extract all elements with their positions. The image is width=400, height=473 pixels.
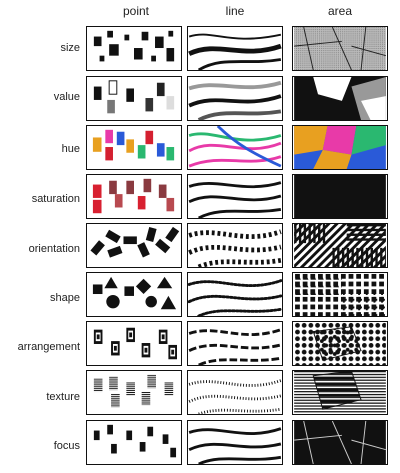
cell-point-arrangement <box>86 321 182 366</box>
cell-point-texture <box>86 370 182 415</box>
row-label-arrangement: arrangement <box>17 341 80 353</box>
cell-point-shape <box>86 272 182 317</box>
cell-area-arrangement <box>292 321 388 366</box>
cell-point-size <box>86 26 182 71</box>
cell-area-saturation <box>292 174 388 219</box>
cell-area-texture <box>292 370 388 415</box>
cell-point-saturation <box>86 174 182 219</box>
cell-area-orientation <box>292 223 388 268</box>
cell-area-size <box>292 26 388 71</box>
cell-line-hue <box>187 125 283 170</box>
cell-line-focus <box>187 420 283 465</box>
row-label-orientation: orientation <box>28 243 80 255</box>
column-header-area: area <box>327 4 353 18</box>
cell-area-focus <box>292 420 388 465</box>
cell-area-hue <box>292 125 388 170</box>
row-label-focus: focus <box>53 440 80 452</box>
column-header-point: point <box>122 4 150 18</box>
row-label-hue: hue <box>61 143 80 155</box>
cell-point-orientation <box>86 223 182 268</box>
cell-point-focus <box>86 420 182 465</box>
cell-area-shape <box>292 272 388 317</box>
cell-line-orientation <box>187 223 283 268</box>
cell-area-value <box>292 76 388 121</box>
cell-line-arrangement <box>187 321 283 366</box>
cell-line-saturation <box>187 174 283 219</box>
row-label-saturation: saturation <box>31 193 80 205</box>
row-label-shape: shape <box>50 292 80 304</box>
cell-line-shape <box>187 272 283 317</box>
cell-line-value <box>187 76 283 121</box>
row-label-value: value <box>53 91 80 103</box>
row-label-texture: texture <box>46 391 80 403</box>
column-header-line: line <box>225 4 245 18</box>
cell-line-size <box>187 26 283 71</box>
row-label-size: size <box>60 42 80 54</box>
cell-line-texture <box>187 370 283 415</box>
cell-point-value <box>86 76 182 121</box>
cell-point-hue <box>86 125 182 170</box>
